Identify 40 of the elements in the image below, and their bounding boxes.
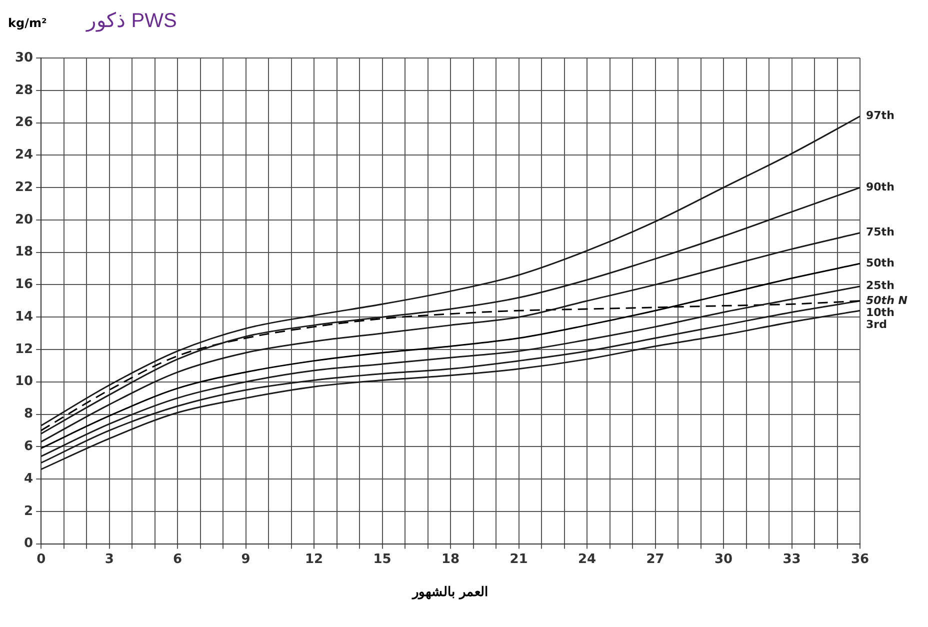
y-tick-label: 8: [24, 406, 34, 422]
x-tick-label: 15: [373, 552, 392, 567]
y-tick-label: 0: [24, 536, 34, 552]
series-label: 50th: [866, 256, 894, 270]
y-tick-label: 28: [14, 82, 34, 98]
series-label: 10th: [866, 306, 894, 319]
series-label: 3rd: [866, 318, 887, 331]
y-tick-label: 6: [24, 439, 34, 454]
y-tick-label: 20: [14, 212, 34, 228]
y-tick-label: 18: [14, 244, 34, 260]
x-tick-label: 33: [782, 552, 801, 567]
x-tick-label: 21: [510, 552, 528, 567]
x-tick-label: 0: [36, 552, 46, 567]
series-label: 75th: [866, 226, 894, 239]
x-tick-label: 6: [173, 552, 182, 567]
x-tick-label: 24: [578, 552, 596, 567]
y-tick-label: 22: [14, 180, 34, 195]
y-tick-label: 24: [14, 148, 34, 163]
x-tick-label: 30: [714, 552, 733, 567]
y-tick-label: 2: [24, 504, 34, 519]
y-tick-label: 26: [14, 115, 34, 130]
x-tick-label: 27: [646, 552, 664, 567]
y-tick-label: 30: [14, 50, 34, 66]
y-tick-label: 14: [14, 309, 34, 324]
y-tick-label: 10: [14, 374, 34, 390]
y-tick-label: 4: [24, 471, 34, 486]
series-label: 25th: [866, 279, 894, 292]
x-tick-label: 12: [305, 552, 324, 567]
y-axis-title: kg/m²: [8, 16, 47, 30]
chart-title: ذكور PWS: [86, 9, 177, 33]
x-tick-label: 36: [850, 552, 870, 567]
series-label: 50th N: [866, 294, 908, 307]
y-tick-label: 12: [14, 342, 34, 357]
series-label: 90th: [866, 180, 894, 194]
x-tick-label: 9: [241, 552, 250, 567]
x-axis-title: العمر بالشهور: [412, 584, 488, 600]
series-label: 97th: [866, 109, 894, 122]
x-tick-label: 3: [104, 552, 114, 567]
y-tick-label: 16: [14, 277, 34, 292]
x-tick-label: 18: [442, 552, 460, 567]
